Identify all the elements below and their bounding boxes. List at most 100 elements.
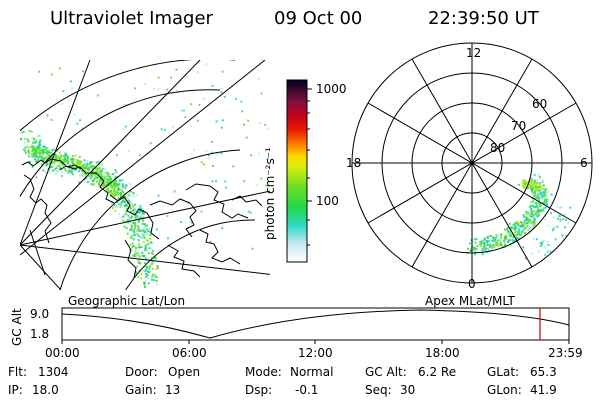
time-tick-1800: 18:00	[425, 346, 460, 360]
emission-pixel	[523, 179, 526, 182]
emission-pixel	[121, 179, 124, 182]
emission-pixel	[492, 239, 495, 241]
emission-pixel	[59, 158, 61, 161]
emission-pixel	[54, 155, 57, 158]
emission-pixel	[24, 141, 27, 144]
emission-pixel	[49, 160, 52, 163]
emission-pixel	[473, 253, 476, 256]
emission-pixel	[26, 144, 29, 147]
emission-pixel	[207, 157, 210, 160]
emission-pixel	[136, 233, 139, 236]
emission-pixel	[531, 193, 534, 196]
emission-pixel	[26, 138, 29, 141]
emission-pixel	[51, 161, 54, 164]
emission-pixel	[45, 147, 48, 149]
emission-pixel	[542, 184, 545, 187]
emission-pixel	[480, 244, 482, 247]
emission-pixel	[111, 192, 114, 195]
emission-pixel	[153, 256, 156, 259]
emission-pixel	[555, 250, 558, 253]
emission-pixel	[503, 228, 506, 231]
emission-pixel	[35, 139, 38, 142]
emission-pixel	[214, 43, 216, 45]
emission-pixel	[498, 233, 501, 236]
emission-pixel	[113, 204, 116, 207]
emission-pixel	[200, 161, 203, 164]
emission-pixel	[151, 268, 154, 270]
emission-pixel	[472, 241, 474, 244]
emission-pixel	[469, 242, 472, 245]
emission-pixel	[156, 283, 159, 286]
emission-pixel	[524, 184, 526, 187]
colorbar-unit-label: photon cm⁻²s⁻¹	[263, 147, 277, 240]
emission-pixel	[507, 241, 510, 243]
emission-pixel	[536, 189, 539, 192]
emission-pixel	[145, 265, 148, 268]
emission-pixel	[482, 239, 485, 242]
emission-pixel	[105, 180, 108, 183]
emission-pixel	[84, 167, 87, 170]
emission-pixel	[142, 240, 145, 243]
emission-pixel	[198, 104, 201, 106]
emission-pixel	[141, 212, 144, 215]
emission-pixel	[475, 247, 478, 250]
emission-pixel	[485, 241, 488, 244]
emission-pixel	[122, 128, 125, 131]
emission-pixel	[531, 214, 534, 217]
emission-pixel	[31, 155, 34, 158]
emission-pixel	[114, 209, 117, 212]
emission-pixel	[221, 227, 224, 230]
emission-pixel	[76, 161, 79, 164]
emission-pixel	[129, 229, 132, 231]
emission-pixel	[79, 119, 81, 122]
emission-pixel	[42, 153, 45, 156]
emission-pixel	[38, 155, 41, 158]
emission-pixel	[543, 200, 546, 203]
emission-pixel	[110, 180, 113, 182]
emission-pixel	[533, 191, 536, 194]
emission-pixel	[531, 191, 534, 194]
emission-pixel	[494, 240, 497, 243]
emission-pixel	[533, 223, 536, 226]
emission-pixel	[240, 100, 243, 103]
emission-pixel	[537, 210, 540, 213]
emission-pixel	[142, 270, 145, 273]
emission-pixel	[142, 20, 144, 22]
emission-pixel	[21, 131, 24, 134]
emission-pixel	[114, 205, 117, 208]
emission-pixel	[98, 170, 101, 173]
emission-pixel	[102, 184, 105, 187]
emission-pixel	[544, 246, 547, 249]
emission-pixel	[138, 212, 141, 215]
emission-pixel	[514, 230, 517, 233]
emission-pixel	[552, 227, 555, 230]
emission-pixel	[480, 240, 483, 243]
emission-pixel	[539, 245, 542, 247]
emission-pixel	[511, 240, 514, 243]
emission-pixel	[155, 267, 158, 270]
emission-pixel	[149, 237, 152, 240]
emission-pixel	[472, 248, 474, 251]
emission-pixel	[124, 213, 127, 216]
emission-pixel	[522, 184, 525, 187]
emission-pixel	[543, 207, 546, 209]
emission-pixel	[495, 233, 498, 236]
emission-pixel	[90, 172, 93, 175]
emission-pixel	[196, 71, 199, 74]
emission-pixel	[569, 206, 572, 209]
emission-pixel	[491, 240, 494, 242]
emission-pixel	[116, 201, 118, 204]
emission-pixel	[139, 154, 141, 157]
emission-pixel	[535, 221, 538, 224]
emission-pixel	[152, 250, 155, 252]
emission-pixel	[127, 19, 129, 21]
dsp-value: -0.1	[295, 383, 319, 397]
emission-pixel	[120, 203, 123, 206]
emission-pixel	[122, 215, 125, 218]
emission-pixel	[46, 114, 49, 117]
emission-pixel	[125, 211, 128, 214]
emission-pixel	[530, 212, 533, 215]
emission-pixel	[41, 148, 44, 151]
emission-pixel	[559, 218, 562, 221]
emission-pixel	[243, 123, 245, 126]
